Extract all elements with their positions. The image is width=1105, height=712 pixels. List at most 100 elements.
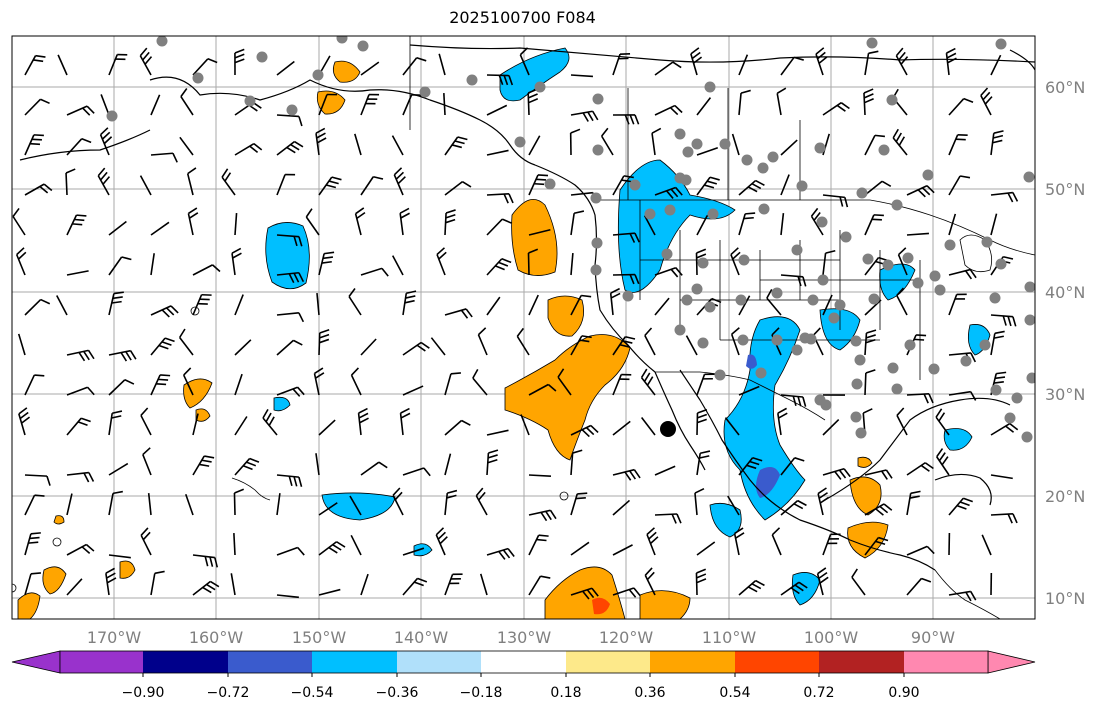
- wind-barb: [685, 335, 698, 356]
- wind-barb: [17, 333, 26, 356]
- negative-area: [791, 572, 821, 606]
- wind-barb: [906, 185, 935, 198]
- wind-barb: [402, 547, 425, 556]
- coastline-hudson: [1009, 49, 1035, 71]
- coastline-yucatan: [934, 473, 992, 506]
- wind-barb: [654, 465, 676, 476]
- wind-barb: [360, 61, 380, 76]
- wind-barb: [234, 142, 263, 156]
- wind-barbs: [12, 47, 1019, 602]
- wind-barb: [24, 134, 44, 156]
- wind-barb: [570, 492, 588, 516]
- wind-barb: [771, 527, 782, 556]
- wind-barb: [557, 368, 572, 396]
- wind-barb: [727, 495, 740, 516]
- wind-barb: [696, 408, 708, 436]
- wind-barb: [694, 487, 705, 516]
- low-center-marker: [660, 421, 676, 437]
- wind-barb: [24, 374, 45, 396]
- wind-barb: [150, 221, 170, 236]
- wind-barb: [105, 567, 117, 596]
- positive-area: [195, 408, 211, 422]
- wind-barb: [822, 194, 849, 208]
- lon-label: 100°W: [804, 628, 859, 647]
- wind-barb: [313, 367, 325, 396]
- wind-barb: [486, 449, 499, 476]
- station-marker: [850, 411, 862, 423]
- wind-barb: [486, 218, 512, 236]
- station-marker: [891, 199, 903, 211]
- wind-barb: [318, 541, 346, 556]
- wind-barb: [97, 167, 111, 196]
- wind-barb: [192, 580, 220, 596]
- wind-barb: [948, 590, 977, 602]
- negative-area: [617, 159, 736, 293]
- station-marker: [807, 294, 819, 306]
- wind-barb: [864, 469, 893, 480]
- wind-barb: [318, 251, 335, 276]
- wind-barb: [780, 213, 785, 236]
- wind-barb: [990, 330, 1005, 356]
- lon-label: 90°W: [911, 628, 955, 647]
- colorbar-under-arrow: [11, 650, 61, 674]
- coastline-canada-north: [409, 44, 1035, 63]
- wind-barb: [654, 513, 682, 524]
- wind-barb: [444, 209, 456, 236]
- station-marker: [514, 136, 526, 148]
- wind-barb: [612, 499, 631, 516]
- colorbar-frame: [59, 650, 989, 674]
- wind-barb: [276, 594, 299, 599]
- wind-barb: [864, 180, 892, 196]
- wind-barb: [150, 305, 179, 318]
- station-marker: [312, 69, 324, 81]
- wind-barb: [520, 414, 530, 436]
- wind-barb: [738, 579, 765, 596]
- wind-barb: [475, 487, 488, 516]
- wind-barb: [180, 88, 194, 116]
- wind-barb: [528, 474, 552, 477]
- wind-barb: [391, 135, 404, 156]
- station-marker: [737, 334, 749, 346]
- wind-barb: [570, 294, 592, 316]
- wind-barb: [730, 247, 741, 276]
- station-marker: [592, 93, 604, 105]
- coastline-mexico: [679, 369, 936, 571]
- station-marker: [681, 294, 693, 306]
- wind-barb: [780, 394, 807, 407]
- wind-barb: [276, 339, 303, 356]
- lat-label: 60°N: [1045, 78, 1085, 97]
- positive-field-areas: [17, 60, 889, 619]
- wind-barb: [139, 47, 153, 76]
- positive-area: [639, 590, 691, 619]
- border-great-lakes: [959, 234, 993, 273]
- wind-barb: [528, 228, 551, 236]
- wind-barb: [945, 47, 957, 76]
- wind-barb: [896, 287, 908, 316]
- wind-barb: [108, 220, 127, 236]
- station-marker: [771, 334, 783, 346]
- station-marker: [882, 259, 894, 271]
- wind-barb: [486, 258, 512, 276]
- wind-barb: [140, 527, 152, 556]
- positive-area: [547, 295, 585, 337]
- wind-barb: [360, 93, 380, 116]
- wind-barb: [354, 207, 366, 236]
- wind-barb: [864, 536, 889, 556]
- station-marker: [820, 399, 832, 411]
- coastline-aleutians: [19, 129, 151, 161]
- wind-barb: [864, 369, 876, 396]
- negative-area: [265, 222, 310, 290]
- wind-barb: [906, 392, 934, 404]
- station-marker: [796, 180, 808, 192]
- station-marker: [691, 283, 703, 295]
- station-marker: [644, 208, 656, 220]
- wind-barb: [696, 373, 715, 396]
- wind-barb: [24, 54, 46, 76]
- wind-barb: [360, 338, 377, 356]
- negative-area: [499, 47, 570, 102]
- wind-barb: [444, 573, 463, 596]
- wind-barb: [516, 327, 530, 356]
- station-marker: [629, 179, 641, 191]
- positive-area: [183, 378, 213, 409]
